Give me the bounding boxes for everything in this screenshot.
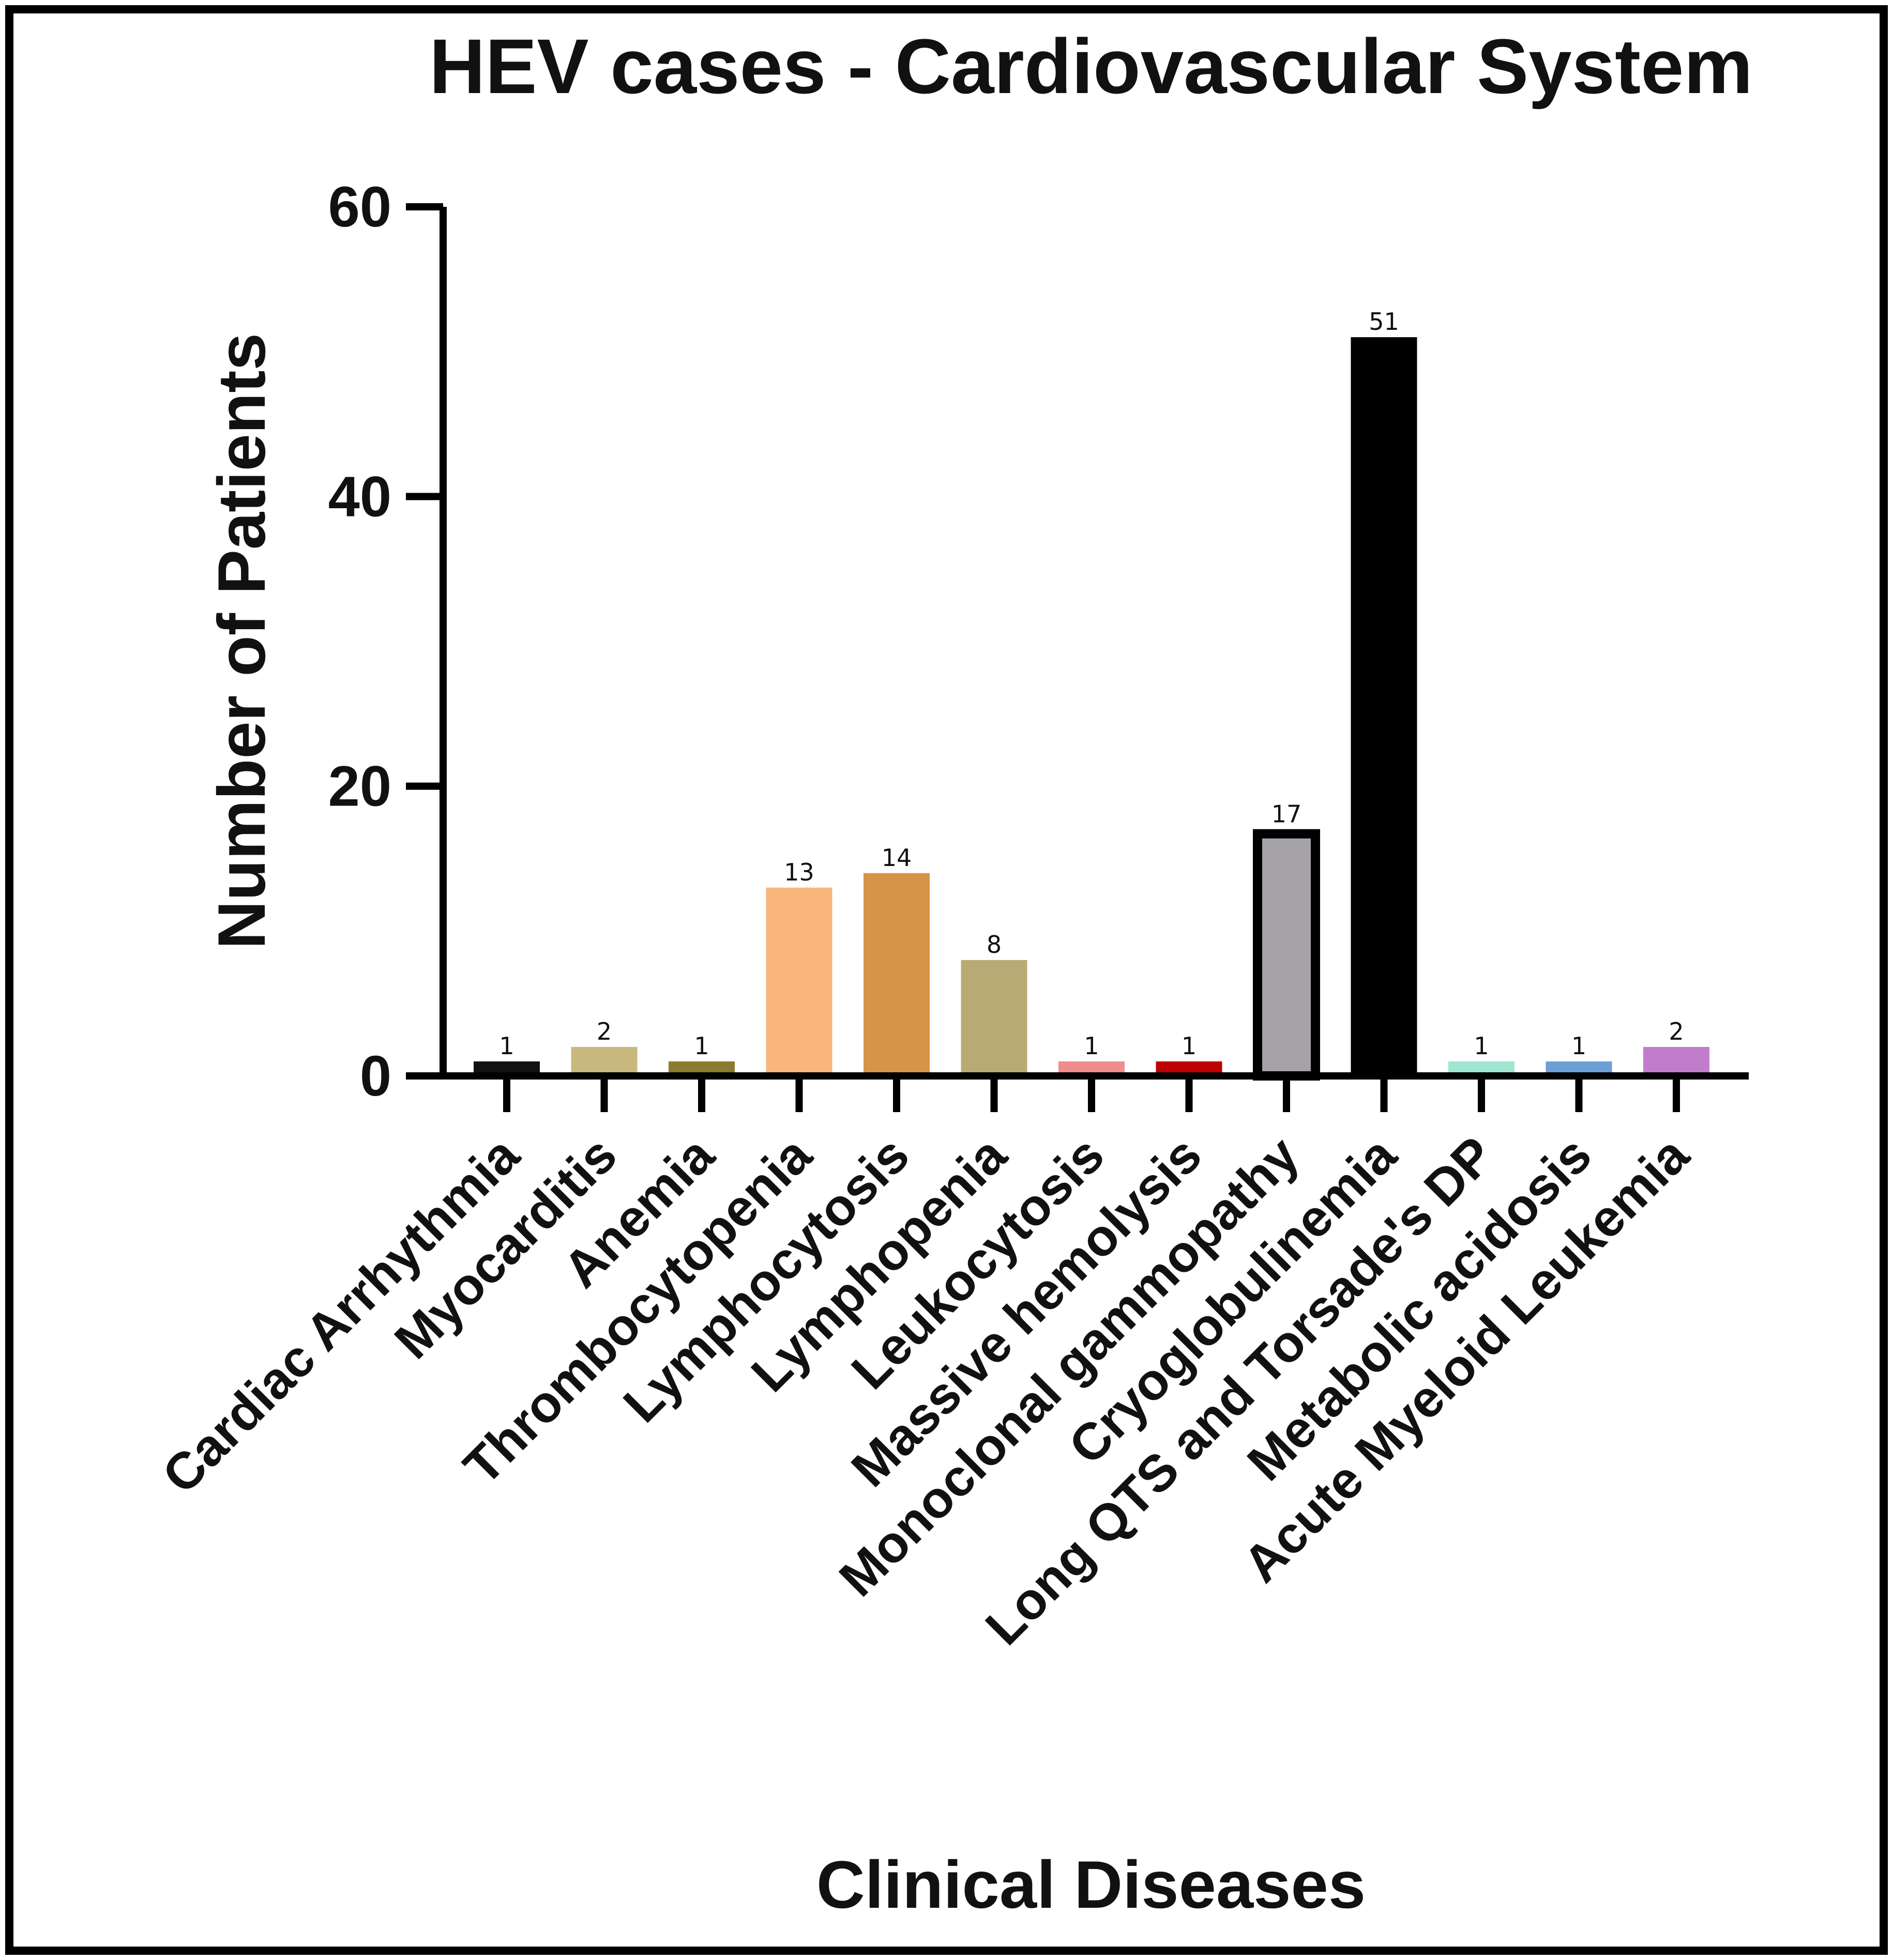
y-axis-title: Number of Patients — [204, 333, 279, 949]
x-axis-title: Clinical Diseases — [816, 1847, 1366, 1922]
x-axis: Cardiac ArrhythmiaMyocarditisAnemiaThrom… — [152, 1072, 1749, 1656]
data-label: 1 — [1182, 1032, 1197, 1060]
bar — [1253, 829, 1320, 1081]
data-label: 1 — [499, 1032, 514, 1060]
data-label: 1 — [694, 1032, 709, 1060]
y-tick-label: 60 — [328, 175, 391, 239]
bar — [766, 887, 832, 1076]
chart-title: HEV cases - Cardiovascular System — [429, 23, 1753, 110]
data-label: 1 — [1474, 1032, 1489, 1060]
bar — [1643, 1046, 1709, 1076]
data-label: 17 — [1271, 800, 1302, 828]
bar — [864, 873, 930, 1076]
data-label: 1 — [1084, 1032, 1099, 1060]
data-label: 2 — [597, 1017, 612, 1045]
y-axis: 0 20 40 60 — [328, 175, 447, 1108]
data-label: 51 — [1369, 308, 1399, 336]
figure-border — [5, 5, 1888, 1955]
bar — [571, 1046, 638, 1076]
y-tick-label: 40 — [328, 465, 391, 528]
y-tick-label: 20 — [328, 755, 391, 818]
data-label: 8 — [987, 931, 1002, 959]
data-label: 1 — [1571, 1032, 1586, 1060]
y-tick-label: 0 — [360, 1044, 391, 1108]
data-label: 14 — [882, 844, 912, 872]
data-label: 2 — [1669, 1017, 1684, 1045]
bar-group: 1 2 1 13 14 8 1 1 17 51 1 1 2 — [474, 308, 1709, 1081]
bar — [961, 960, 1027, 1076]
bar — [1351, 337, 1417, 1076]
data-label: 13 — [784, 858, 814, 886]
